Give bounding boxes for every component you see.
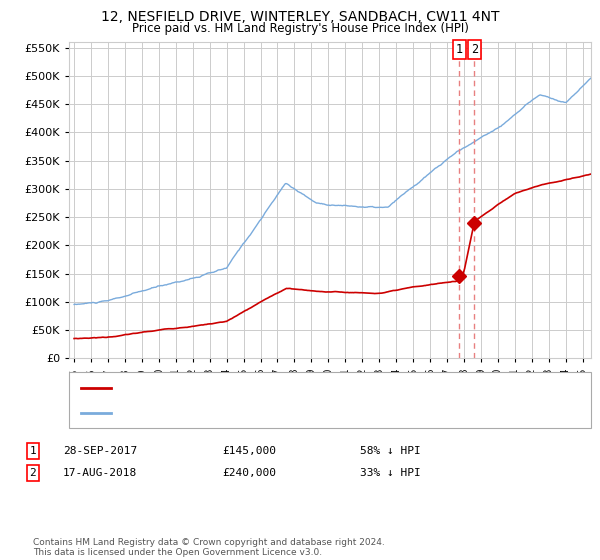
Text: 28-SEP-2017: 28-SEP-2017 — [63, 446, 137, 456]
Text: 17-AUG-2018: 17-AUG-2018 — [63, 468, 137, 478]
Text: £240,000: £240,000 — [222, 468, 276, 478]
Text: 58% ↓ HPI: 58% ↓ HPI — [360, 446, 421, 456]
Text: 2: 2 — [471, 44, 478, 57]
Text: Price paid vs. HM Land Registry's House Price Index (HPI): Price paid vs. HM Land Registry's House … — [131, 22, 469, 35]
Text: 1: 1 — [29, 446, 37, 456]
Text: 33% ↓ HPI: 33% ↓ HPI — [360, 468, 421, 478]
Text: 1: 1 — [456, 44, 463, 57]
Text: Contains HM Land Registry data © Crown copyright and database right 2024.
This d: Contains HM Land Registry data © Crown c… — [33, 538, 385, 557]
Text: 2: 2 — [29, 468, 37, 478]
Text: HPI: Average price, detached house, Cheshire East: HPI: Average price, detached house, Ches… — [117, 408, 382, 418]
Text: 12, NESFIELD DRIVE, WINTERLEY, SANDBACH, CW11 4NT (detached house): 12, NESFIELD DRIVE, WINTERLEY, SANDBACH,… — [117, 383, 510, 393]
Text: 12, NESFIELD DRIVE, WINTERLEY, SANDBACH, CW11 4NT: 12, NESFIELD DRIVE, WINTERLEY, SANDBACH,… — [101, 10, 499, 24]
Text: £145,000: £145,000 — [222, 446, 276, 456]
